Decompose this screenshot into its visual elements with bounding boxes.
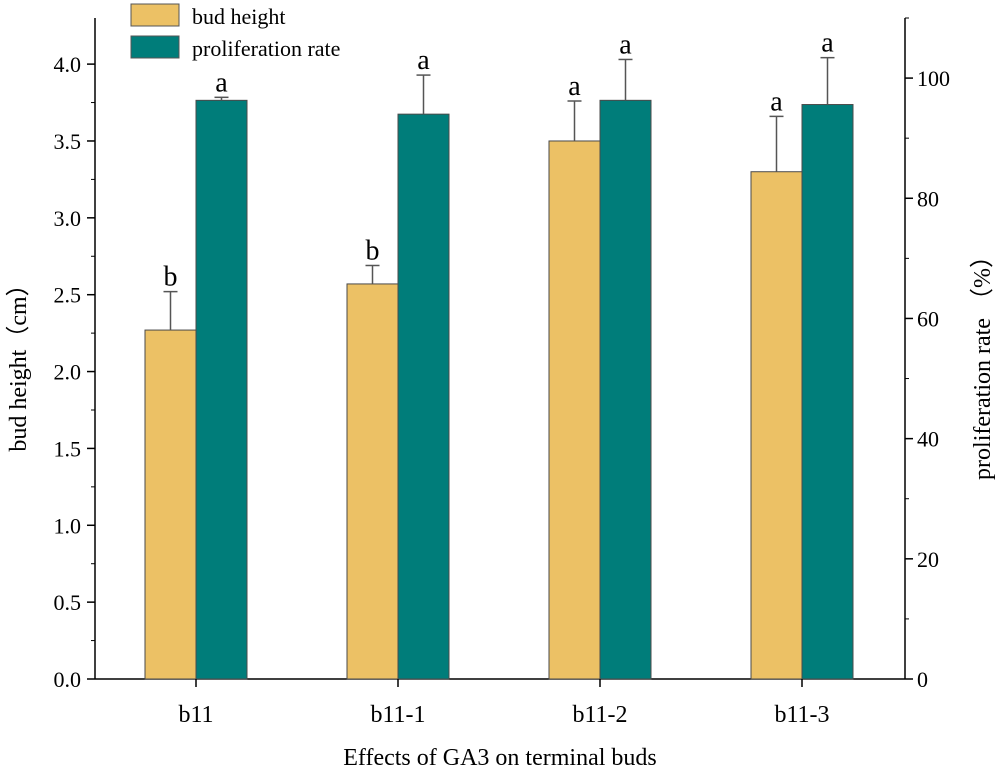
bar-proliferation-rate (600, 100, 651, 679)
significance-letter: a (770, 86, 783, 117)
left-tick-label: 0.5 (54, 590, 82, 615)
bar-proliferation-rate (398, 114, 449, 679)
significance-letter: b (164, 262, 178, 293)
legend-swatch-bud-height (131, 4, 179, 26)
bar-proliferation-rate (802, 105, 853, 679)
right-axis-title: proliferation rate （%） (970, 244, 996, 480)
right-tick-label: 60 (917, 306, 939, 331)
left-tick-label: 0.0 (54, 667, 82, 692)
x-tick-label: b11-1 (370, 702, 425, 728)
x-tick-label: b11-2 (572, 702, 627, 728)
bars-group: b a b a a a a a (145, 28, 853, 679)
significance-letter: a (821, 28, 834, 59)
bar-proliferation-rate (196, 100, 247, 679)
left-axis-ticks: 0.0 0.5 1.0 1.5 2.0 2.5 3.0 3.5 4.0 (54, 52, 96, 692)
x-tick-label: b11-3 (774, 702, 829, 728)
bar-bud-height (145, 330, 196, 679)
significance-letter: a (568, 71, 581, 102)
left-tick-label: 4.0 (54, 52, 82, 77)
right-tick-label: 20 (917, 547, 939, 572)
left-tick-label: 1.5 (54, 436, 82, 461)
right-tick-label: 40 (917, 427, 939, 452)
bar-bud-height (347, 284, 398, 679)
significance-letter: b (366, 235, 380, 266)
legend: bud height proliferation rate (131, 4, 340, 61)
x-axis-ticks: b11 b11-1 b11-2 b11-3 (178, 679, 829, 728)
significance-letter: a (619, 29, 632, 60)
x-axis-title: Effects of GA3 on terminal buds (343, 745, 657, 771)
right-tick-label: 80 (917, 186, 939, 211)
legend-label-bud-height: bud height (192, 4, 286, 29)
bar-bud-height (751, 172, 802, 679)
right-tick-label: 0 (917, 667, 928, 692)
x-tick-label: b11 (178, 702, 213, 728)
left-axis-title: bud height（cm） (6, 272, 32, 451)
bar-chart: 0.0 0.5 1.0 1.5 2.0 2.5 3.0 3.5 4.0 0 20 40 60 80 100… (0, 0, 1000, 772)
bar-bud-height (549, 141, 600, 679)
legend-swatch-proliferation-rate (131, 36, 179, 58)
legend-label-proliferation-rate: proliferation rate (192, 36, 340, 61)
right-axis-ticks: 0 20 40 60 80 100 (905, 18, 950, 692)
left-tick-label: 2.5 (54, 283, 82, 308)
right-tick-label: 100 (917, 66, 950, 91)
left-tick-label: 3.0 (54, 206, 82, 231)
left-tick-label: 2.0 (54, 360, 82, 385)
significance-letter: a (215, 67, 228, 98)
left-tick-label: 3.5 (54, 129, 82, 154)
left-tick-label: 1.0 (54, 513, 82, 538)
significance-letter: a (417, 45, 430, 76)
